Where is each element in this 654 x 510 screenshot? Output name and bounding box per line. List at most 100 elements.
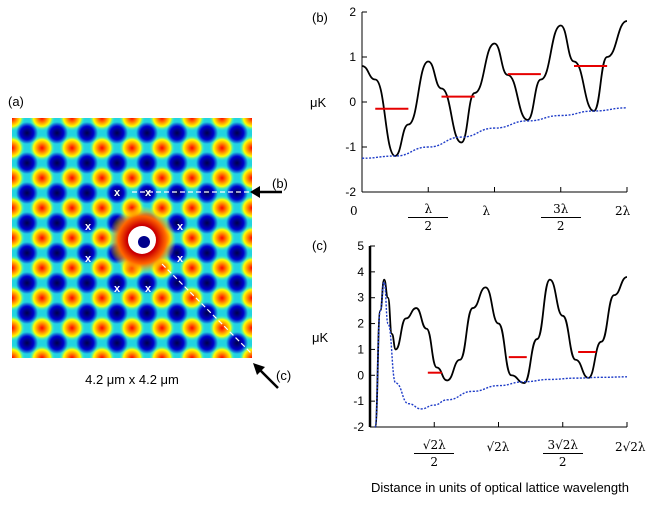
panel-c-label: (c) xyxy=(312,238,328,253)
site-marker: x xyxy=(85,221,92,233)
lattice-minimum xyxy=(226,332,248,354)
lattice-potential-map: x x x x x x x x xyxy=(12,118,252,358)
lattice-maximum xyxy=(119,165,145,191)
lattice-minimum xyxy=(46,182,68,204)
lattice-maximum xyxy=(29,315,55,341)
lattice-maximum xyxy=(239,118,252,131)
lattice-minimum xyxy=(76,242,98,264)
lattice-minimum xyxy=(46,332,68,354)
lattice-maximum xyxy=(12,118,25,131)
lattice-minimum xyxy=(166,152,188,174)
y-tick-label: -1 xyxy=(345,140,356,154)
arrow-c-shaft xyxy=(257,367,279,389)
fraction-bar xyxy=(542,453,583,454)
x-tick-label: λ xyxy=(482,204,491,218)
lattice-maximum xyxy=(59,255,85,281)
lattice-minimum xyxy=(136,302,158,324)
x-tick-label: √2λ xyxy=(486,440,510,454)
lattice-minimum xyxy=(196,242,218,264)
fraction-bar xyxy=(408,217,449,218)
x-tick-label: 2√2λ xyxy=(615,440,646,454)
fraction-denominator: 2 xyxy=(430,455,439,469)
lattice-minimum xyxy=(166,302,188,324)
lattice-minimum xyxy=(136,152,158,174)
lattice-minimum xyxy=(76,332,98,354)
panel-b-label: (b) xyxy=(312,10,328,25)
y-tick-label: 1 xyxy=(357,342,364,356)
lattice-maximum xyxy=(179,225,205,251)
lattice-minimum xyxy=(76,212,98,234)
lattice-maximum xyxy=(149,285,175,311)
lattice-minimum xyxy=(166,272,188,294)
lattice-maximum xyxy=(119,135,145,161)
lattice-minimum xyxy=(196,152,218,174)
lattice-minimum xyxy=(46,212,68,234)
lattice-minimum xyxy=(226,302,248,324)
lattice-minimum xyxy=(136,272,158,294)
x-tick-label: 2λ xyxy=(615,204,631,218)
lattice-maximum xyxy=(209,285,235,311)
y-tick-label: 2 xyxy=(349,5,356,19)
lattice-maximum xyxy=(89,195,115,221)
lattice-maximum xyxy=(149,135,175,161)
potential-curve xyxy=(374,276,628,428)
lattice-minimum xyxy=(76,272,98,294)
site-marker: x xyxy=(177,253,184,265)
envelope-curve xyxy=(361,107,628,159)
site-marker: x xyxy=(85,253,92,265)
lattice-minimum xyxy=(136,182,158,204)
lattice-minimum xyxy=(226,182,248,204)
lattice-maximum xyxy=(89,165,115,191)
lattice-minimum xyxy=(46,272,68,294)
y-tick-label: 5 xyxy=(357,239,364,253)
lattice-maximum xyxy=(149,315,175,341)
lattice-maximum xyxy=(179,285,205,311)
lattice-maximum xyxy=(29,165,55,191)
y-tick-label: 1 xyxy=(349,50,356,64)
lattice-maximum xyxy=(29,285,55,311)
panel-c-ylabel: μK xyxy=(312,330,329,345)
lattice-maximum xyxy=(59,135,85,161)
lattice-minimum xyxy=(16,182,38,204)
lattice-maximum xyxy=(89,315,115,341)
lattice-minimum xyxy=(106,302,128,324)
fraction-denominator: 2 xyxy=(558,455,567,469)
x-tick-fraction: √2λ 2 xyxy=(414,438,455,469)
arrow-c-label: (c) xyxy=(276,368,292,383)
y-tick-label: 3 xyxy=(357,291,364,305)
center-probe-dot xyxy=(138,236,150,248)
y-tick-label: -1 xyxy=(353,394,364,408)
lattice-minimum xyxy=(16,332,38,354)
lattice-minimum xyxy=(76,152,98,174)
lattice-maximum xyxy=(209,195,235,221)
fraction-bar xyxy=(414,453,455,454)
lattice-minimum xyxy=(16,122,38,144)
lattice-maximum xyxy=(29,255,55,281)
fraction-denominator: 2 xyxy=(556,219,565,233)
y-tick-label: 2 xyxy=(357,317,364,331)
lattice-maximum xyxy=(149,165,175,191)
lattice-minimum xyxy=(76,122,98,144)
lattice-minimum xyxy=(106,122,128,144)
site-marker: x xyxy=(145,283,152,295)
lattice-minimum xyxy=(76,182,98,204)
chart-c-xlabel: Distance in units of optical lattice wav… xyxy=(371,480,629,495)
lattice-minimum xyxy=(196,182,218,204)
lattice-minimum xyxy=(226,212,248,234)
lattice-minimum xyxy=(46,242,68,264)
site-marker: x xyxy=(177,221,184,233)
lattice-minimum xyxy=(226,272,248,294)
lattice-maximum xyxy=(29,135,55,161)
x-tick-fraction: 3λ 2 xyxy=(540,202,581,233)
lattice-maximum xyxy=(89,285,115,311)
lattice-maximum xyxy=(179,135,205,161)
lattice-minimum xyxy=(16,242,38,264)
lattice-maximum xyxy=(179,255,205,281)
arrow-b-label: (b) xyxy=(272,176,288,191)
lattice-maximum xyxy=(179,165,205,191)
lattice-minimum xyxy=(46,122,68,144)
panel-a-arrows xyxy=(250,186,282,389)
lattice-minimum xyxy=(106,182,128,204)
arrow-b-head xyxy=(250,186,260,198)
